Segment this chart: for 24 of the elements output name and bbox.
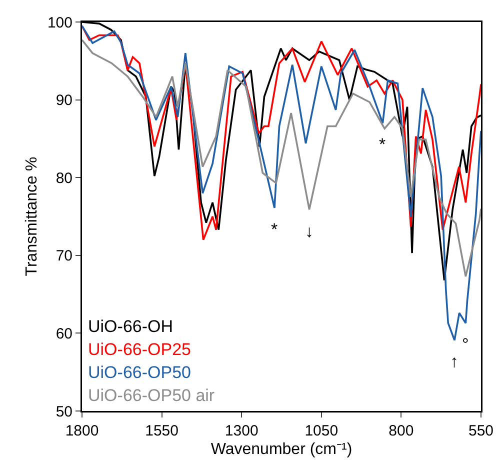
text: UiO-66-OH (88, 317, 174, 336)
x-tick-label: 1300 (224, 422, 258, 440)
annotation: * (271, 220, 278, 239)
y-tick-label: 70 (56, 248, 72, 265)
y-tick-label: 60 (56, 325, 72, 342)
text: UiO-66-OP50 air (88, 386, 215, 405)
y-tick-label: 50 (56, 403, 72, 420)
text: UiO-66-OP50 (88, 363, 191, 382)
annotation: ↑ (450, 352, 458, 371)
x-tick-label: 1550 (145, 422, 178, 440)
annotation: ↓ (305, 222, 314, 241)
annotation: ° (462, 335, 469, 354)
x-tick-label: 550 (468, 422, 494, 440)
y-tick-label: 90 (56, 92, 72, 110)
y-tick-label: 100 (47, 14, 72, 32)
x-tick-label: 1800 (65, 422, 99, 440)
line-series (82, 24, 481, 342)
y-tick-label: 80 (56, 170, 72, 187)
x-tick-label: 800 (388, 422, 414, 440)
y-axis-title: Transmittance % (24, 156, 41, 276)
x-axis-title: Wavenumber (cm⁻¹) (210, 440, 352, 458)
annotation: * (379, 135, 386, 154)
x-tick-label: 1050 (304, 422, 338, 440)
text: UiO-66-OP25 (88, 340, 191, 359)
